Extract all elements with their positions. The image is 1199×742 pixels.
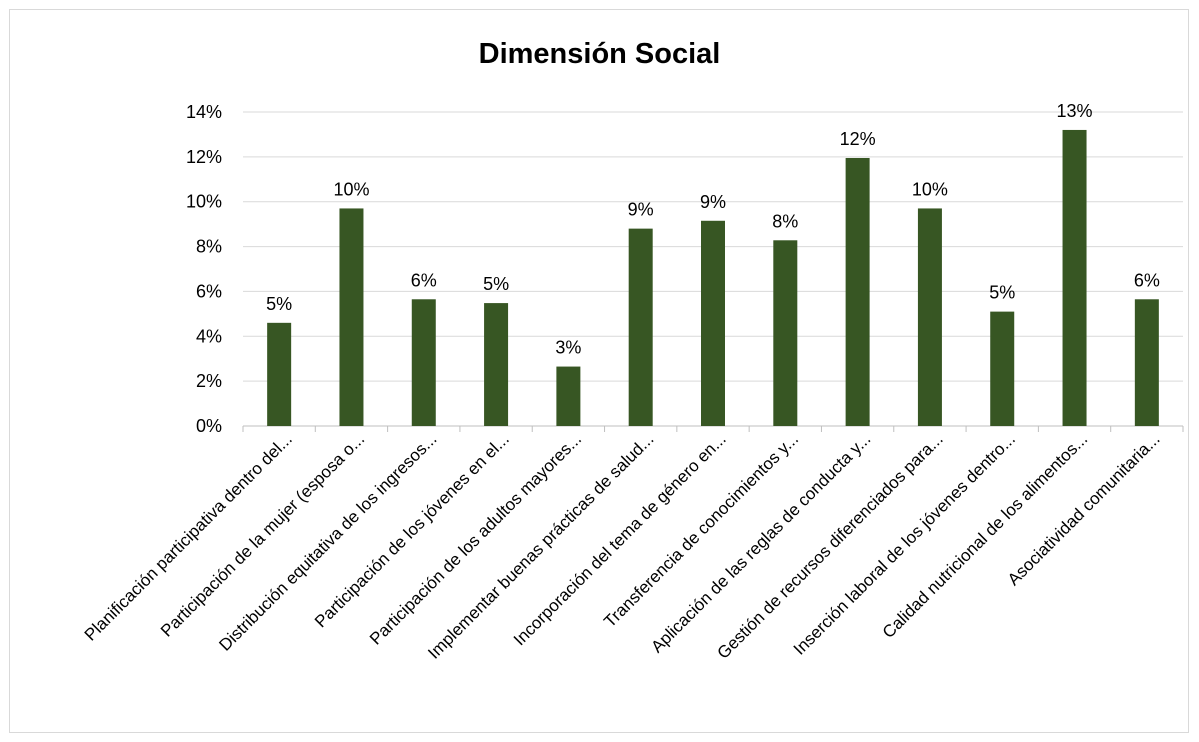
bar	[267, 322, 292, 426]
data-label: 13%	[1057, 101, 1093, 121]
y-tick-label: 2%	[196, 371, 222, 391]
chart-title: Dimensión Social	[478, 38, 721, 70]
data-label: 9%	[628, 200, 654, 220]
data-label: 12%	[840, 129, 876, 149]
bar	[1062, 129, 1087, 426]
bar	[773, 240, 798, 426]
y-tick-label: 10%	[186, 192, 222, 212]
bar	[484, 303, 509, 426]
data-label: 10%	[333, 179, 369, 199]
data-label: 6%	[1134, 270, 1160, 290]
y-tick-label: 14%	[186, 102, 222, 122]
y-tick-label: 8%	[196, 237, 222, 257]
data-label: 8%	[772, 211, 798, 231]
bar	[701, 220, 725, 426]
bar	[339, 208, 364, 426]
data-label: 5%	[989, 283, 1015, 303]
data-label: 9%	[700, 192, 726, 212]
y-tick-label: 6%	[196, 281, 222, 301]
data-label: 10%	[912, 179, 948, 199]
data-label: 5%	[266, 294, 292, 314]
y-tick-label: 12%	[186, 147, 222, 167]
bar	[411, 299, 436, 426]
y-tick-label: 4%	[196, 326, 222, 346]
category-label: Asociatividad comunitaria...	[1004, 429, 1164, 589]
data-label: 5%	[483, 274, 509, 294]
bar	[990, 311, 1015, 426]
bar	[628, 228, 653, 426]
y-tick-label: 0%	[196, 416, 222, 436]
bar	[556, 366, 581, 426]
bar	[845, 157, 870, 426]
bar	[917, 208, 942, 426]
bar	[1134, 299, 1159, 426]
data-label: 6%	[411, 270, 437, 290]
data-label: 3%	[555, 338, 581, 358]
